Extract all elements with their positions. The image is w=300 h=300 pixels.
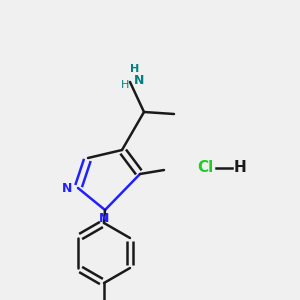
Text: H: H	[130, 64, 140, 74]
Text: N: N	[99, 212, 109, 226]
Text: N: N	[134, 74, 144, 86]
Text: N: N	[62, 182, 72, 196]
Text: H: H	[121, 80, 129, 90]
Text: Cl: Cl	[197, 160, 213, 175]
Text: H: H	[234, 160, 246, 175]
